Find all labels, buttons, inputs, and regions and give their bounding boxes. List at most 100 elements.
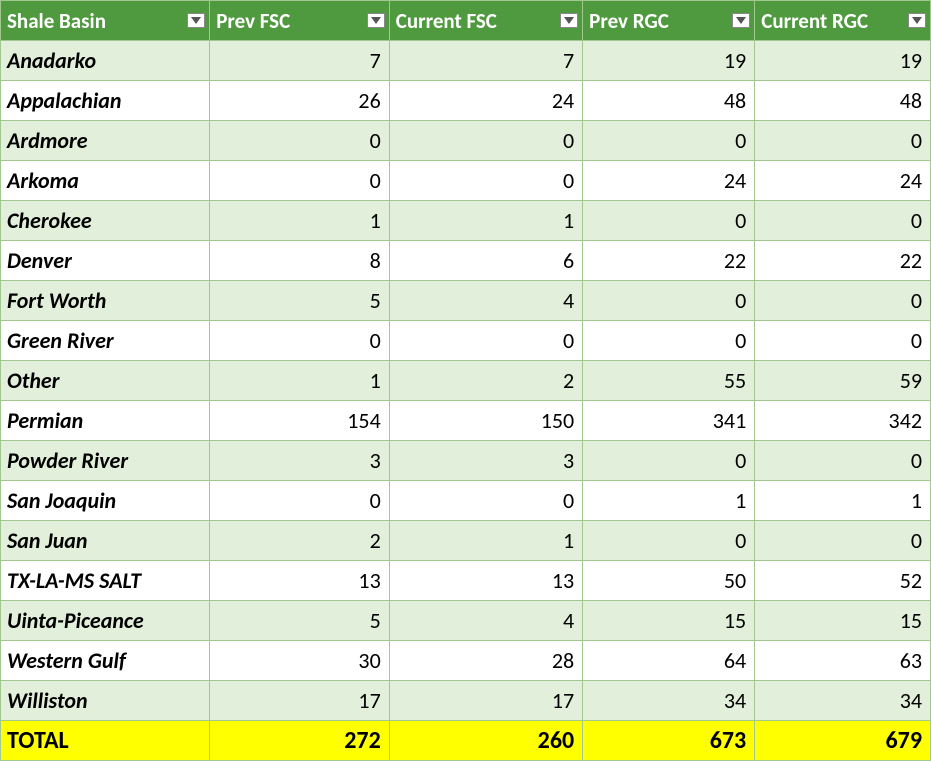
- prev-fsc-cell: 5: [210, 281, 389, 321]
- column-header-label: Current FSC: [396, 8, 497, 34]
- cur-rgc-cell: 0: [755, 281, 931, 321]
- table-row: Other125559: [1, 361, 931, 401]
- table-row: TX-LA-MS SALT13135052: [1, 561, 931, 601]
- shale-basin-table: Shale Basin Prev FSC Current FSC Prev RGC Cu…: [0, 0, 931, 761]
- basin-cell: Arkoma: [1, 161, 210, 201]
- total-cur-fsc: 260: [389, 721, 582, 761]
- basin-cell: Cherokee: [1, 201, 210, 241]
- prev-rgc-cell: 34: [583, 681, 755, 721]
- basin-cell: TX-LA-MS SALT: [1, 561, 210, 601]
- basin-cell: San Juan: [1, 521, 210, 561]
- table-row: Arkoma002424: [1, 161, 931, 201]
- cur-fsc-cell: 0: [389, 161, 582, 201]
- table-row: Western Gulf30286463: [1, 641, 931, 681]
- total-label: TOTAL: [1, 721, 210, 761]
- prev-rgc-cell: 0: [583, 201, 755, 241]
- cur-rgc-cell: 63: [755, 641, 931, 681]
- cur-rgc-cell: 15: [755, 601, 931, 641]
- table-row: Green River0000: [1, 321, 931, 361]
- prev-fsc-cell: 2: [210, 521, 389, 561]
- prev-fsc-cell: 0: [210, 161, 389, 201]
- basin-cell: Anadarko: [1, 41, 210, 81]
- prev-fsc-cell: 0: [210, 321, 389, 361]
- cur-rgc-cell: 22: [755, 241, 931, 281]
- table-row: Ardmore0000: [1, 121, 931, 161]
- basin-cell: Green River: [1, 321, 210, 361]
- prev-rgc-cell: 0: [583, 281, 755, 321]
- table-row: San Juan2100: [1, 521, 931, 561]
- cur-rgc-cell: 0: [755, 121, 931, 161]
- cur-rgc-cell: 0: [755, 321, 931, 361]
- prev-rgc-cell: 48: [583, 81, 755, 121]
- cur-rgc-cell: 0: [755, 441, 931, 481]
- filter-dropdown-icon[interactable]: [367, 13, 385, 28]
- table-row: Powder River3300: [1, 441, 931, 481]
- basin-cell: Powder River: [1, 441, 210, 481]
- table-row: San Joaquin0011: [1, 481, 931, 521]
- column-header-label: Shale Basin: [7, 8, 106, 34]
- basin-cell: Other: [1, 361, 210, 401]
- prev-rgc-cell: 50: [583, 561, 755, 601]
- basin-cell: Permian: [1, 401, 210, 441]
- prev-rgc-cell: 15: [583, 601, 755, 641]
- cur-rgc-cell: 48: [755, 81, 931, 121]
- cur-fsc-cell: 3: [389, 441, 582, 481]
- prev-fsc-cell: 17: [210, 681, 389, 721]
- prev-fsc-cell: 5: [210, 601, 389, 641]
- prev-fsc-cell: 0: [210, 121, 389, 161]
- column-header[interactable]: Current RGC: [755, 1, 931, 41]
- prev-fsc-cell: 30: [210, 641, 389, 681]
- cur-rgc-cell: 342: [755, 401, 931, 441]
- filter-dropdown-icon[interactable]: [560, 13, 578, 28]
- cur-fsc-cell: 6: [389, 241, 582, 281]
- column-header-label: Prev RGC: [589, 8, 669, 34]
- cur-fsc-cell: 24: [389, 81, 582, 121]
- cur-fsc-cell: 1: [389, 201, 582, 241]
- total-cur-rgc: 679: [755, 721, 931, 761]
- total-row: TOTAL 272 260 673 679: [1, 721, 931, 761]
- column-header[interactable]: Prev RGC: [583, 1, 755, 41]
- prev-rgc-cell: 24: [583, 161, 755, 201]
- table-row: Fort Worth5400: [1, 281, 931, 321]
- column-header[interactable]: Prev FSC: [210, 1, 389, 41]
- prev-rgc-cell: 1: [583, 481, 755, 521]
- total-prev-rgc: 673: [583, 721, 755, 761]
- prev-rgc-cell: 341: [583, 401, 755, 441]
- cur-rgc-cell: 52: [755, 561, 931, 601]
- column-header[interactable]: Shale Basin: [1, 1, 210, 41]
- filter-dropdown-icon[interactable]: [908, 13, 926, 28]
- cur-rgc-cell: 24: [755, 161, 931, 201]
- prev-fsc-cell: 8: [210, 241, 389, 281]
- table-row: Uinta-Piceance541515: [1, 601, 931, 641]
- basin-cell: Uinta-Piceance: [1, 601, 210, 641]
- filter-dropdown-icon[interactable]: [732, 13, 750, 28]
- prev-fsc-cell: 7: [210, 41, 389, 81]
- basin-cell: San Joaquin: [1, 481, 210, 521]
- cur-fsc-cell: 2: [389, 361, 582, 401]
- prev-rgc-cell: 0: [583, 321, 755, 361]
- table-row: Denver862222: [1, 241, 931, 281]
- cur-rgc-cell: 0: [755, 201, 931, 241]
- cur-rgc-cell: 19: [755, 41, 931, 81]
- cur-fsc-cell: 17: [389, 681, 582, 721]
- table-row: Cherokee1100: [1, 201, 931, 241]
- basin-cell: Denver: [1, 241, 210, 281]
- basin-cell: Williston: [1, 681, 210, 721]
- prev-fsc-cell: 1: [210, 201, 389, 241]
- filter-dropdown-icon[interactable]: [187, 13, 205, 28]
- cur-rgc-cell: 34: [755, 681, 931, 721]
- basin-cell: Appalachian: [1, 81, 210, 121]
- prev-fsc-cell: 0: [210, 481, 389, 521]
- basin-cell: Western Gulf: [1, 641, 210, 681]
- table-row: Permian154150341342: [1, 401, 931, 441]
- cur-fsc-cell: 0: [389, 481, 582, 521]
- cur-fsc-cell: 7: [389, 41, 582, 81]
- prev-rgc-cell: 64: [583, 641, 755, 681]
- cur-fsc-cell: 150: [389, 401, 582, 441]
- column-header[interactable]: Current FSC: [389, 1, 582, 41]
- cur-rgc-cell: 0: [755, 521, 931, 561]
- table-row: Anadarko771919: [1, 41, 931, 81]
- prev-rgc-cell: 0: [583, 521, 755, 561]
- cur-fsc-cell: 28: [389, 641, 582, 681]
- total-prev-fsc: 272: [210, 721, 389, 761]
